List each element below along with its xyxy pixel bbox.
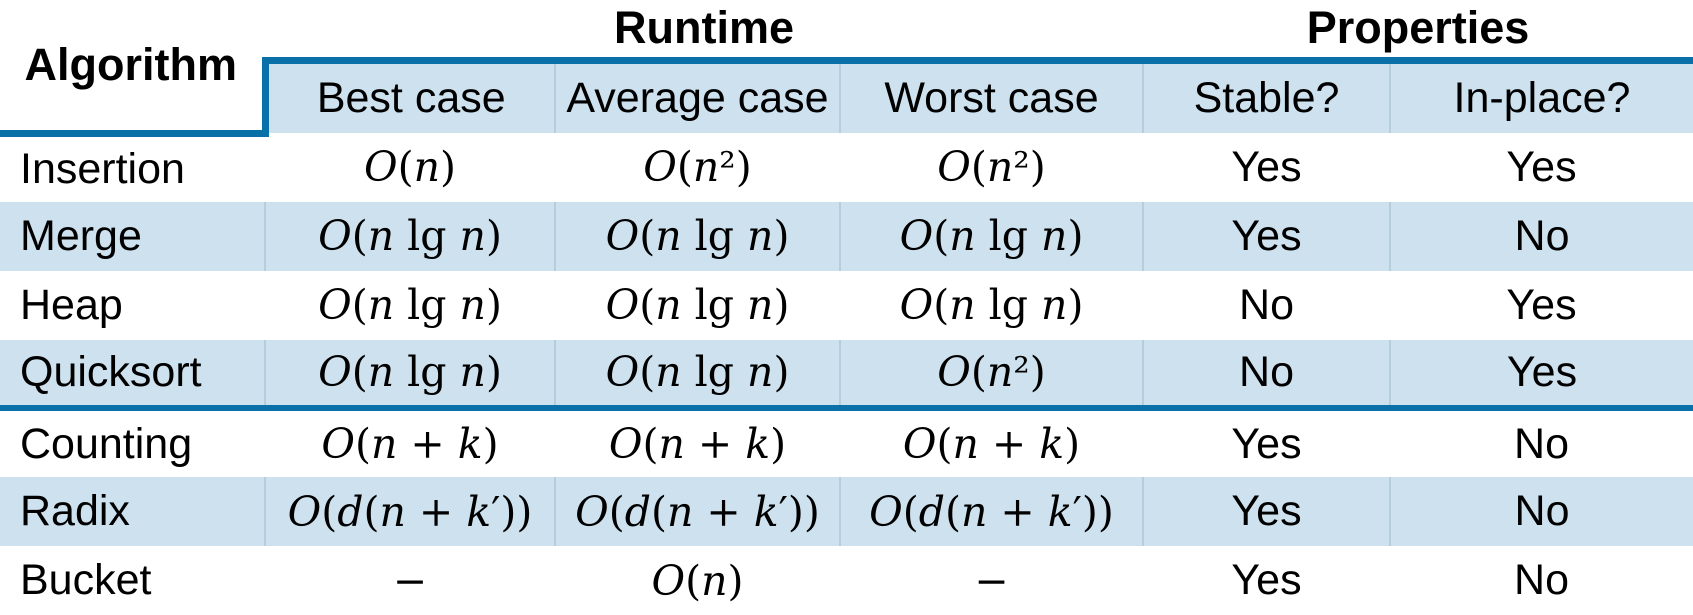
average-case-cell: O(n) bbox=[651, 556, 744, 605]
sub-header-row: Best case Average case Worst case Stable… bbox=[0, 56, 1693, 133]
table-row-counting: Counting O(n + k) O(n + k) O(n + k) Yes … bbox=[0, 405, 1693, 478]
worst-case-cell: O(n lg n) bbox=[839, 201, 1143, 271]
average-case-cell: O(n + k) bbox=[555, 405, 840, 478]
best-case-cell: − bbox=[392, 556, 428, 605]
column-header-in-place: In-place? bbox=[1389, 56, 1693, 133]
in-place-cell: No bbox=[1389, 477, 1693, 547]
table-row-merge: Merge O(n lg n) O(n lg n) O(n lg n) Yes … bbox=[0, 201, 1693, 271]
table-row-radix: Radix O(d(n + k′)) O(d(n + k′)) O(d(n + … bbox=[0, 477, 1693, 547]
column-header-stable: Stable? bbox=[1142, 56, 1390, 133]
algorithm-cell: Counting bbox=[0, 405, 265, 478]
in-place-cell: No bbox=[1514, 556, 1569, 605]
column-header-worst-case: Worst case bbox=[839, 56, 1143, 133]
worst-case-cell: O(d(n + k′)) bbox=[839, 477, 1143, 547]
table-row-heap: Heap O(n lg n) O(n lg n) O(n lg n) No Ye… bbox=[0, 271, 1693, 340]
in-place-cell: No bbox=[1389, 201, 1693, 271]
algorithm-cell: Insertion bbox=[20, 144, 185, 193]
average-case-cell: O(n²) bbox=[643, 143, 752, 192]
in-place-cell: Yes bbox=[1506, 280, 1577, 329]
worst-case-cell: O(n²) bbox=[839, 339, 1143, 409]
algorithm-cell: Quicksort bbox=[0, 339, 265, 409]
average-case-cell: O(d(n + k′)) bbox=[554, 477, 840, 547]
in-place-cell: Yes bbox=[1506, 142, 1577, 191]
algorithm-cell: Radix bbox=[0, 477, 265, 547]
average-case-cell: O(n lg n) bbox=[605, 281, 790, 330]
worst-case-cell: O(n lg n) bbox=[899, 281, 1084, 330]
stable-cell: Yes bbox=[1142, 477, 1390, 547]
stable-cell: Yes bbox=[1143, 405, 1390, 478]
best-case-cell: O(d(n + k′)) bbox=[264, 477, 555, 547]
best-case-cell: O(n lg n) bbox=[264, 339, 555, 409]
best-case-cell: O(n) bbox=[363, 143, 457, 192]
algorithm-cell: Heap bbox=[20, 280, 123, 329]
worst-case-cell: O(n + k) bbox=[840, 405, 1143, 478]
stable-cell: No bbox=[1239, 280, 1294, 329]
worst-case-cell: O(n²) bbox=[937, 143, 1046, 192]
column-header-best-case: Best case bbox=[261, 56, 555, 133]
in-place-cell: Yes bbox=[1389, 339, 1693, 409]
stable-cell: No bbox=[1142, 339, 1390, 409]
stable-cell: Yes bbox=[1142, 201, 1390, 271]
stable-cell: Yes bbox=[1231, 142, 1302, 191]
group-header-row: Algorithm Runtime Properties bbox=[0, 0, 1693, 137]
algorithm-cell: Merge bbox=[0, 201, 265, 271]
column-header-average-case: Average case bbox=[554, 56, 840, 133]
table-row-bucket: Bucket − O(n) − Yes No bbox=[0, 546, 1693, 615]
group-header-properties: Properties bbox=[1143, 0, 1693, 60]
group-header-runtime: Runtime bbox=[265, 0, 1143, 60]
best-case-cell: O(n lg n) bbox=[318, 281, 502, 330]
worst-case-cell: − bbox=[974, 556, 1009, 605]
average-case-cell: O(n lg n) bbox=[554, 339, 840, 409]
algorithm-cell: Bucket bbox=[20, 556, 152, 605]
table-row-quicksort: Quicksort O(n lg n) O(n lg n) O(n²) No Y… bbox=[0, 339, 1693, 409]
best-case-cell: O(n lg n) bbox=[264, 201, 555, 271]
stable-cell: Yes bbox=[1231, 556, 1302, 605]
column-header-algorithm: Algorithm bbox=[0, 0, 265, 137]
best-case-cell: O(n + k) bbox=[265, 405, 555, 478]
in-place-cell: No bbox=[1390, 405, 1693, 478]
average-case-cell: O(n lg n) bbox=[554, 201, 840, 271]
table-row-insertion: Insertion O(n) O(n²) O(n²) Yes Yes bbox=[0, 133, 1693, 202]
